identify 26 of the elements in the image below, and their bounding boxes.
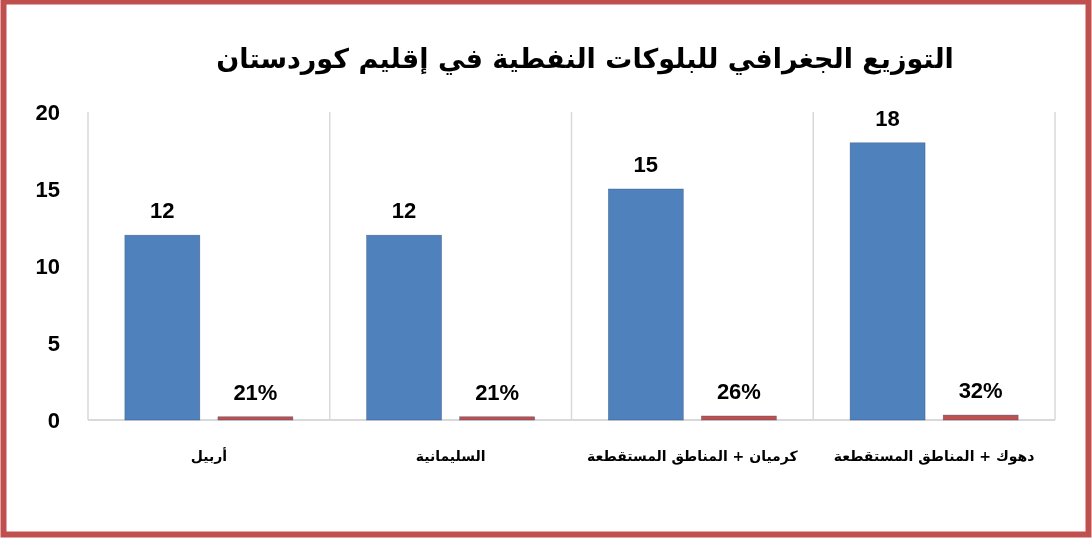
y-tick-label: 15 [35,176,60,202]
bar [366,234,442,421]
data-label: 12 [391,198,417,224]
data-label: 32% [958,378,1003,404]
data-label: 21% [233,379,278,405]
x-tick-label: كرميان + المناطق المستقطعة [587,448,799,465]
y-tick-label: 5 [47,330,60,356]
chart-title: التوزيع الجغرافي للبلوكات النفطية في إقليم كوردستان [216,43,954,75]
data-label: 15 [633,152,659,177]
data-label: 12 [150,198,175,224]
bar [459,416,535,421]
bar [124,234,201,421]
x-tick-label: دهوك + المناطق المستقطعة [833,448,1035,465]
data-label: 21% [475,379,520,405]
data-label: 18 [875,105,900,131]
x-tick-label: أربيل [190,447,228,464]
y-tick-label: 10 [35,253,60,279]
bar [217,416,294,421]
x-tick-label: السليمانية [415,448,486,464]
data-label: 26% [716,379,761,404]
y-tick-label: 0 [47,407,60,433]
bar [608,188,684,421]
bar [942,414,1019,421]
bar [849,142,926,421]
y-tick-label: 20 [35,99,60,125]
bar [701,415,777,421]
